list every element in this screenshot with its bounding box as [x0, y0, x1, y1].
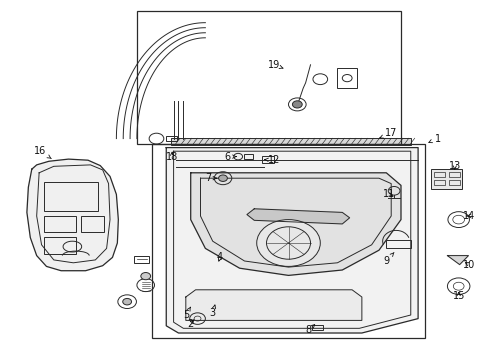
Text: 11: 11	[382, 189, 394, 199]
Text: 14: 14	[462, 211, 475, 221]
Text: 6: 6	[224, 152, 236, 162]
Bar	[433, 180, 444, 185]
Text: 16: 16	[34, 146, 51, 159]
Bar	[44, 182, 98, 211]
Bar	[448, 180, 459, 185]
Text: 7: 7	[204, 173, 216, 183]
Bar	[81, 216, 104, 232]
Bar	[166, 136, 177, 141]
Text: 2: 2	[187, 319, 193, 329]
Polygon shape	[185, 290, 361, 320]
Bar	[262, 156, 273, 163]
Bar	[448, 172, 459, 177]
Bar	[430, 169, 461, 189]
Bar	[44, 216, 76, 232]
Circle shape	[122, 298, 131, 305]
Text: 8: 8	[305, 325, 314, 336]
Text: 18: 18	[165, 152, 178, 162]
Text: 1: 1	[428, 134, 440, 144]
Circle shape	[292, 101, 302, 108]
Text: 10: 10	[462, 260, 475, 270]
Text: 19: 19	[267, 60, 283, 70]
Polygon shape	[190, 173, 400, 275]
Bar	[137, 11, 400, 144]
Bar	[386, 240, 410, 248]
Text: 3: 3	[209, 305, 215, 318]
Circle shape	[256, 220, 320, 266]
Polygon shape	[246, 209, 349, 224]
Polygon shape	[166, 148, 417, 333]
Text: 9: 9	[383, 252, 393, 266]
Bar	[433, 172, 444, 177]
Bar	[134, 256, 149, 263]
Bar	[311, 325, 322, 330]
Text: 13: 13	[447, 161, 460, 171]
Text: 4: 4	[217, 252, 223, 262]
Bar	[44, 237, 76, 254]
Text: 15: 15	[451, 291, 464, 301]
Text: 17: 17	[379, 128, 397, 138]
Text: 5: 5	[183, 307, 190, 320]
Polygon shape	[447, 256, 468, 265]
Bar	[243, 154, 253, 159]
Text: 12: 12	[264, 155, 280, 165]
Circle shape	[218, 175, 227, 181]
Bar	[151, 144, 425, 338]
Bar	[171, 138, 410, 145]
Circle shape	[141, 273, 150, 280]
Polygon shape	[27, 159, 118, 271]
Bar	[337, 68, 356, 88]
